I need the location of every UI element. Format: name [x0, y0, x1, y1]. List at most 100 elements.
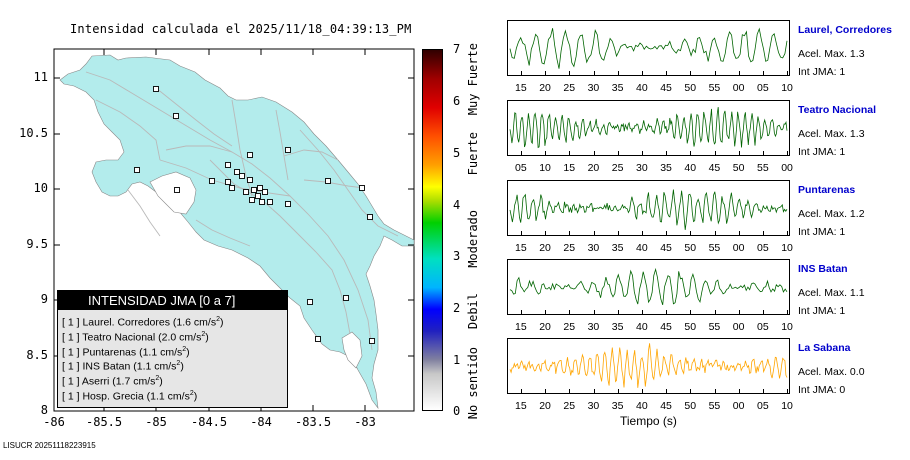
station-marker [262, 189, 268, 195]
waveform-trace [509, 343, 788, 388]
station-marker [209, 178, 215, 184]
waveform-trace [509, 27, 788, 69]
waveform-tick-mark [714, 151, 716, 155]
legend-row-value: (1.6 cm/s [172, 316, 217, 329]
waveform-tick-label: 10 [781, 82, 793, 94]
legend-row-name: Hosp. Grecia [82, 390, 144, 403]
waveform-tick-mark [642, 389, 643, 393]
waveform-tick-label: 35 [611, 82, 624, 94]
station-acel-max: Acel. Max. 1.2 [798, 208, 865, 220]
waveform-tick-label: 40 [636, 82, 648, 94]
waveform-tick-label: 45 [660, 400, 672, 412]
waveform-tick-label: 05 [757, 242, 769, 254]
waveform-tick-mark [714, 389, 716, 393]
station-int-jma: Int JMA: 1 [798, 226, 846, 238]
waveform-tick-label: 35 [611, 321, 624, 333]
station-int-jma: Int JMA: 0 [798, 384, 846, 396]
waveform-tick-label: 40 [684, 162, 697, 174]
waveform-tick-label: 00 [781, 162, 793, 174]
waveform-tick-label: 35 [611, 400, 624, 412]
waveform-tick-label: 35 [611, 242, 624, 254]
waveform-tick-label: 50 [684, 321, 697, 333]
waveform-tick-mark [545, 71, 547, 75]
waveform-tick-label: 05 [757, 82, 769, 94]
colorbar-tick-label: 6 [453, 94, 461, 108]
legend-row: [ 1 ] Aserri (1.7 cm/s2) [58, 372, 287, 388]
legend-row-name: Laurel. Corredores [82, 316, 170, 329]
waveform-tick-label: 20 [539, 400, 551, 412]
nicoya-gulf [149, 171, 197, 215]
x-tick-label: -84.5 [191, 415, 228, 429]
station-marker [174, 187, 180, 193]
waveform-tick-label: 25 [563, 82, 576, 94]
legend-row-close: ) [205, 331, 209, 344]
x-tick-label: -86 [43, 415, 65, 429]
waveform-tick-mark [593, 71, 595, 75]
waveform-tick-label: 45 [660, 82, 672, 94]
time-axis-label: Tiempo (s) [620, 414, 677, 428]
colorbar-category-label: Fuerte [466, 131, 480, 176]
waveform-tick-label: 25 [563, 321, 576, 333]
waveform-tick-mark [787, 310, 789, 314]
intensity-legend: INTENSIDAD JMA [0 a 7] [ 1 ] Laurel. Cor… [57, 290, 288, 408]
station-marker [267, 199, 273, 205]
station-int-jma: Int JMA: 1 [798, 146, 846, 158]
x-tick-label: -83 [354, 415, 376, 429]
waveform-tick-mark [738, 389, 740, 393]
colorbar-category-label: No sentido [466, 347, 480, 420]
waveform-tick-mark [545, 231, 547, 235]
waveform-tick-mark [642, 231, 643, 235]
legend-row: [ 1 ] Hosp. Grecia (1.1 cm/s2) [58, 387, 287, 403]
waveform-trace [509, 107, 788, 149]
waveform-tick-label: 50 [684, 400, 697, 412]
station-markers [134, 86, 375, 344]
x-tick-label: -83.5 [295, 415, 332, 429]
waveform-tick-mark [521, 310, 522, 314]
station-marker [243, 189, 249, 195]
waveform-tick-label: 20 [539, 321, 551, 333]
waveform-tick-label: 55 [708, 321, 721, 333]
waveform-tick-label: 05 [515, 162, 527, 174]
legend-row: [ 1 ] Puntarenas (1.1 cm/s2) [58, 343, 287, 359]
station-acel-max: Acel. Max. 1.3 [798, 48, 865, 60]
station-name: Puntarenas [798, 184, 856, 196]
waveform-tick-label: 30 [587, 321, 600, 333]
waveform-tick-label: 35 [660, 162, 672, 174]
legend-row-close: ) [193, 390, 198, 403]
waveform-tick-label: 00 [732, 82, 745, 94]
waveform-tick-mark [617, 231, 619, 235]
waveform-plot [507, 180, 790, 236]
colorbar-tick-label: 5 [453, 146, 461, 160]
colorbar-tick-label: 4 [453, 198, 461, 212]
legend-row-exponent: 2 [182, 345, 187, 353]
waveform-tick-mark [666, 310, 668, 314]
waveform-tick-mark [763, 310, 764, 314]
waveform-tick-label: 45 [660, 242, 672, 254]
waveform-tick-mark [617, 71, 619, 75]
legend-row: [ 1 ] INS Batan (1.1 cm/s2) [58, 357, 287, 373]
station-name: Teatro Nacional [798, 104, 876, 116]
station-marker [257, 185, 263, 191]
station-marker [359, 185, 365, 191]
legend-header: INTENSIDAD JMA [0 a 7] [58, 291, 287, 310]
waveform-tick-label: 20 [539, 242, 551, 254]
station-marker [343, 295, 349, 301]
waveform-tick-mark [642, 151, 643, 155]
waveform-tick-mark [690, 231, 692, 235]
waveform-tick-label: 45 [660, 321, 672, 333]
legend-row-level: [ 1 ] [62, 316, 80, 329]
colorbar-category-label: Moderado [466, 210, 480, 269]
waveform-tick-label: 15 [515, 321, 527, 333]
station-marker [239, 173, 245, 179]
waveform-tick-mark [763, 151, 764, 155]
legend-row-close: ) [220, 316, 224, 329]
station-marker [369, 338, 375, 344]
waveform-tick-mark [545, 389, 547, 393]
station-marker [153, 86, 159, 92]
station-name: Laurel, Corredores [798, 24, 892, 36]
waveform-tick-mark [569, 389, 571, 393]
legend-row-exponent: 2 [155, 375, 160, 383]
waveform-tick-label: 40 [636, 321, 648, 333]
waveform-tick-label: 50 [684, 242, 697, 254]
waveform-tick-label: 15 [515, 400, 527, 412]
